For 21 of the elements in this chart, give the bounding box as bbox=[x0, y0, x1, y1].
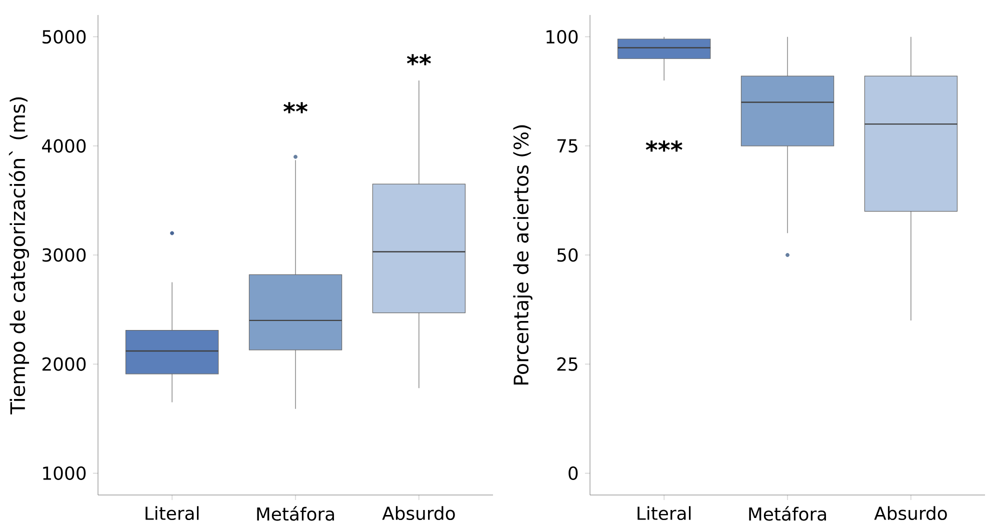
y-axis-title: Porcentaje de aciertos (%) bbox=[513, 125, 532, 384]
x-tick-label: Metáfora bbox=[749, 506, 826, 521]
x-tick-label: Literal bbox=[638, 506, 691, 520]
y-tick-label: 3000 bbox=[42, 248, 86, 262]
annotation: ** bbox=[283, 102, 308, 114]
y-tick-label: 75 bbox=[557, 139, 578, 153]
y-tick-label: 50 bbox=[557, 248, 578, 262]
annotation: ** bbox=[406, 54, 431, 66]
y-tick-label: 1000 bbox=[43, 466, 86, 480]
y-tick-label: 25 bbox=[557, 357, 578, 371]
x-tick-label: Absurdo bbox=[382, 506, 455, 520]
y-axis-title: Tiempo de categorización` (ms) bbox=[8, 97, 30, 414]
annotation: *** bbox=[646, 140, 682, 152]
x-tick-label: Literal bbox=[146, 506, 199, 520]
y-tick-label: 0 bbox=[568, 466, 578, 480]
y-tick-label: 4000 bbox=[42, 139, 86, 153]
y-tick-label: 2000 bbox=[42, 357, 86, 371]
y-tick-label: 5000 bbox=[42, 30, 86, 44]
x-tick-label: Absurdo bbox=[874, 506, 947, 520]
y-tick-label: 100 bbox=[546, 30, 578, 44]
x-tick-label: Metáfora bbox=[257, 506, 334, 521]
